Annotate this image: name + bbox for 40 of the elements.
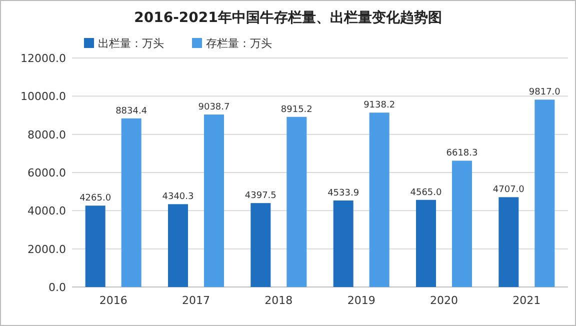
x-tick-label: 2018 — [264, 294, 293, 307]
x-tick-label: 2020 — [430, 294, 458, 307]
x-tick-label: 2021 — [512, 294, 541, 307]
x-tick-label: 2019 — [347, 294, 376, 307]
x-tick-label: 2017 — [182, 294, 210, 307]
y-tick-label: 10000.0 — [20, 90, 66, 104]
legend-label: 出栏量：万头 — [98, 37, 164, 50]
bar — [286, 116, 307, 287]
data-label: 9038.7 — [198, 102, 230, 113]
bar — [250, 203, 271, 287]
data-label: 8915.2 — [280, 104, 312, 115]
y-tick-label: 8000.0 — [28, 128, 66, 142]
y-tick-label: 12000.0 — [20, 52, 66, 65]
bar — [498, 197, 519, 287]
data-label: 4565.0 — [410, 188, 442, 198]
bar — [85, 206, 106, 287]
bar — [121, 118, 142, 287]
y-tick-label: 2000.0 — [28, 242, 66, 256]
x-tick-label: 2016 — [99, 294, 128, 307]
data-label: 4533.9 — [328, 188, 360, 198]
y-tick-label: 6000.0 — [28, 166, 66, 180]
chart-title: 2016-2021年中国牛存栏量、出栏量变化趋势图 — [134, 9, 442, 26]
data-label: 6618.3 — [446, 148, 478, 159]
bar — [204, 114, 224, 287]
legend-label: 存栏量：万头 — [206, 37, 272, 50]
data-label: 9817.0 — [528, 88, 561, 98]
y-tick-label: 0.0 — [48, 281, 66, 294]
bar — [416, 200, 436, 287]
data-label: 4707.0 — [492, 185, 525, 196]
data-label: 4397.5 — [244, 191, 276, 202]
data-label: 4340.3 — [162, 192, 194, 202]
bar — [333, 200, 354, 287]
data-label: 9138.2 — [364, 100, 396, 111]
bar — [452, 160, 472, 287]
bar — [369, 112, 390, 287]
bar — [534, 100, 555, 287]
bar — [168, 204, 188, 287]
y-tick-label: 4000.0 — [28, 204, 66, 218]
data-label: 8834.4 — [116, 106, 148, 116]
data-label: 4265.0 — [80, 194, 112, 204]
